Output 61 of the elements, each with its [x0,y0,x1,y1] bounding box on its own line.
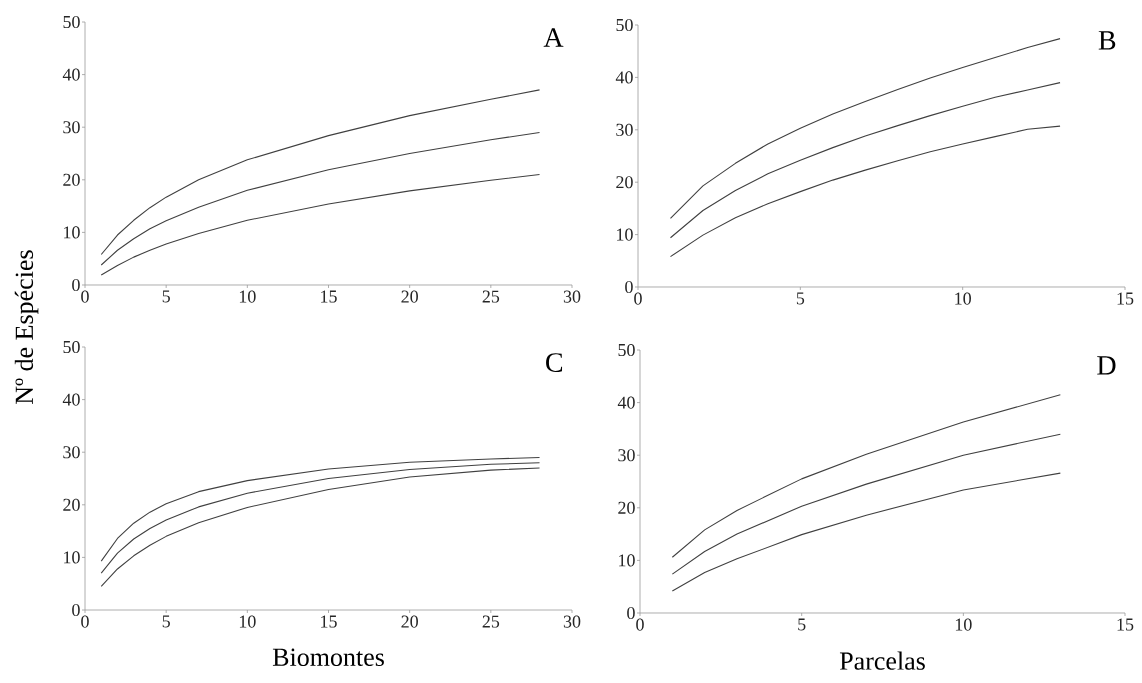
y-tick-label: 0 [72,603,80,617]
x-tick-label: 0 [81,290,89,303]
y-tick-label: 20 [63,498,80,511]
line-series [669,38,1061,219]
line-series [671,472,1061,592]
y-tick-label: 10 [64,226,80,239]
y-tick-label: 10 [64,551,80,564]
line-series [100,456,541,562]
annotation: C [546,353,563,372]
y-tick-label: 20 [618,501,635,514]
line-series [669,125,1061,258]
annotation: D [1097,356,1116,375]
x-tick-label: 5 [796,292,805,305]
y-tick-label: 40 [615,71,633,84]
line-series [100,89,541,256]
annotation: A [543,28,564,47]
y-tick-label: 30 [63,446,80,459]
x-tick-label: 15 [321,615,337,628]
y-tick-label: 20 [616,176,633,189]
line-series [100,173,541,276]
x-tick-label: 0 [636,618,644,631]
x-tick-label: 20 [401,290,418,303]
y-tick-label: 0 [625,280,633,294]
x-tick-label: 0 [81,615,89,628]
y-tick-label: 40 [62,68,80,81]
y-tick-label: 10 [617,228,633,241]
line-series [669,82,1061,239]
y-tick-label: 0 [72,278,80,292]
x-tick-label: 20 [401,615,418,628]
y-tick-label: 40 [617,396,635,409]
y-tick-label: 50 [616,18,633,32]
y-tick-label: 10 [619,554,635,567]
x-tick-label: 5 [798,618,806,631]
x-axis-title: Biomontes [272,648,384,667]
x-axis-title: Parcelas [839,651,925,670]
x-tick-label: 10 [239,290,256,303]
y-axis-title: Nº de Espécies [14,250,39,404]
line-series [671,433,1061,575]
y-tick-label: 20 [63,173,80,186]
x-tick-label: 25 [482,615,500,628]
x-tick-label: 10 [955,618,972,631]
x-tick-label: 15 [321,290,337,303]
y-tick-label: 30 [618,449,635,462]
x-tick-label: 5 [162,615,170,628]
x-tick-label: 30 [563,290,581,303]
y-tick-label: 30 [616,123,633,136]
x-tick-label: 10 [239,615,256,628]
x-tick-label: 10 [955,292,971,305]
y-tick-label: 50 [63,340,80,354]
x-tick-label: 15 [1117,618,1134,631]
x-tick-label: 30 [563,615,581,628]
y-tick-label: 30 [63,121,80,134]
y-tick-label: 40 [62,393,80,406]
y-tick-label: 50 [63,15,80,29]
line-series [100,131,541,266]
y-tick-label: 50 [618,343,635,357]
annotation: B [1098,31,1116,50]
x-tick-label: 5 [162,290,170,303]
line-series [671,394,1061,558]
x-tick-label: 25 [482,290,500,303]
x-tick-label: 15 [1117,292,1134,305]
